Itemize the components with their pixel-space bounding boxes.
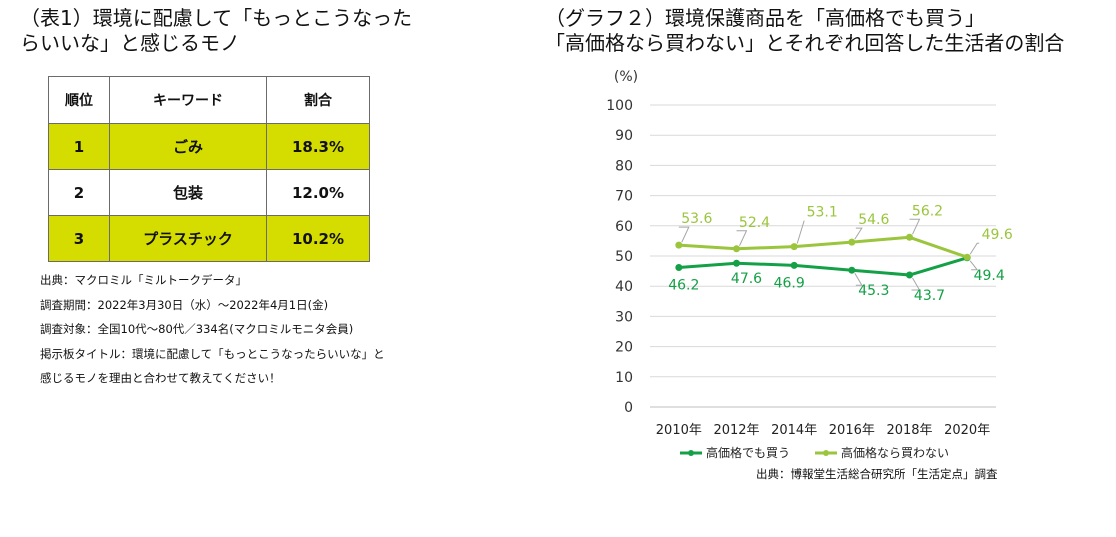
keyword-table: 順位 キーワード 割合 1 ごみ 18.3% 2 包装 12.0% 3 プラスチ… <box>48 76 370 262</box>
data-label: 49.4 <box>974 268 1005 284</box>
leader-line <box>969 260 979 271</box>
leader-line <box>736 230 748 246</box>
data-label: 46.9 <box>774 275 805 291</box>
share-cell: 18.3% <box>266 123 370 170</box>
table-title-line2: らいいな」と感じるモノ <box>20 31 240 55</box>
legend-marker <box>688 450 694 456</box>
y-tick-label: 40 <box>615 279 633 295</box>
data-point <box>848 238 856 246</box>
data-label: 53.6 <box>681 211 712 227</box>
x-tick-label: 2020年 <box>944 423 990 438</box>
leader-line <box>854 272 863 286</box>
data-point <box>963 253 971 261</box>
data-label: 46.2 <box>668 277 699 293</box>
chart-title-line1: （グラフ２）環境保護商品を「高価格でも買う」 <box>545 6 985 30</box>
y-tick-label: 0 <box>624 400 633 416</box>
data-label: 49.6 <box>982 227 1013 243</box>
y-tick-label: 20 <box>615 340 633 356</box>
note-board-title-cont: 感じるモノを理由と合わせて教えてください！ <box>40 371 281 385</box>
note-period: 調査期間：2022年3月30日（水）～2022年4月1日(金) <box>40 297 329 312</box>
table-title: （表1）環境に配慮して「もっとこうなった らいいな」と感じるモノ <box>20 6 412 56</box>
legend-label: 高価格でも買う <box>706 445 790 460</box>
y-tick-label: 80 <box>615 158 633 174</box>
data-point <box>906 233 913 241</box>
rank-cell: 1 <box>48 123 110 170</box>
y-tick-label: 50 <box>615 249 633 265</box>
leader-line <box>909 218 921 235</box>
header-share: 割合 <box>266 76 370 124</box>
header-rank: 順位 <box>48 76 110 124</box>
leader-line <box>969 242 980 255</box>
data-label: 52.4 <box>739 215 770 231</box>
y-tick-label: 60 <box>615 219 633 235</box>
x-tick-label: 2014年 <box>771 423 817 438</box>
x-tick-label: 2018年 <box>886 423 932 438</box>
note-source: 出典：マクロミル「ミルトークデータ」 <box>40 273 247 287</box>
leader-line <box>854 227 863 240</box>
table-notes: 出典：マクロミル「ミルトークデータ」 調査期間：2022年3月30日（水）～20… <box>40 268 385 391</box>
data-label: 54.6 <box>858 212 889 228</box>
leader-line <box>911 277 921 291</box>
y-axis-label: (%) <box>614 69 638 85</box>
series-line <box>678 256 968 277</box>
share-cell: 10.2% <box>266 215 370 262</box>
table-header-row: 順位 キーワード 割合 <box>48 76 370 124</box>
data-label: 45.3 <box>858 283 889 299</box>
leader-line <box>796 220 805 244</box>
keyword-cell: プラスチック <box>109 215 267 262</box>
leader-line <box>678 226 690 243</box>
chart-source: 出典：博報堂生活総合研究所「生活定点」調査 <box>756 467 998 481</box>
series-line <box>678 235 968 259</box>
data-point <box>733 259 740 267</box>
legend-marker <box>823 450 829 456</box>
data-label: 56.2 <box>912 203 943 219</box>
data-point <box>790 243 798 251</box>
x-tick-label: 2016年 <box>829 423 875 438</box>
rank-cell: 3 <box>48 215 110 262</box>
data-point <box>675 241 683 249</box>
table-row: 2 包装 12.0% <box>48 169 370 216</box>
y-tick-label: 30 <box>615 309 633 325</box>
chart-title: （グラフ２）環境保護商品を「高価格でも買う」 「高価格なら買わない」とそれぞれ回… <box>545 6 1064 56</box>
data-point <box>675 263 683 271</box>
data-label: 47.6 <box>731 271 762 287</box>
x-tick-label: 2010年 <box>656 423 702 438</box>
table-title-line1: （表1）環境に配慮して「もっとこうなった <box>20 6 413 30</box>
share-cell: 12.0% <box>266 169 370 216</box>
y-tick-label: 100 <box>606 98 633 114</box>
legend-label: 高価格なら買わない <box>841 445 949 460</box>
data-point <box>848 266 856 274</box>
data-point <box>733 245 740 253</box>
data-label: 53.1 <box>807 205 838 221</box>
data-point <box>790 261 798 269</box>
x-tick-label: 2012年 <box>713 423 759 438</box>
table-row: 3 プラスチック 10.2% <box>48 215 370 262</box>
data-label: 43.7 <box>914 288 945 304</box>
note-board-title: 掲示板タイトル：環境に配慮して「もっとこうなったらいいな」と <box>40 346 385 361</box>
note-target: 調査対象：全国10代～80代／334名(マクロミルモニタ会員) <box>40 322 354 336</box>
y-tick-label: 10 <box>615 370 633 386</box>
chart-title-line2: 「高価格なら買わない」とそれぞれ回答した生活者の割合 <box>545 31 1065 55</box>
y-tick-label: 70 <box>615 189 633 205</box>
header-keyword: キーワード <box>109 76 267 124</box>
data-point <box>906 271 913 279</box>
keyword-cell: 包装 <box>109 169 267 216</box>
y-tick-label: 90 <box>615 128 633 144</box>
